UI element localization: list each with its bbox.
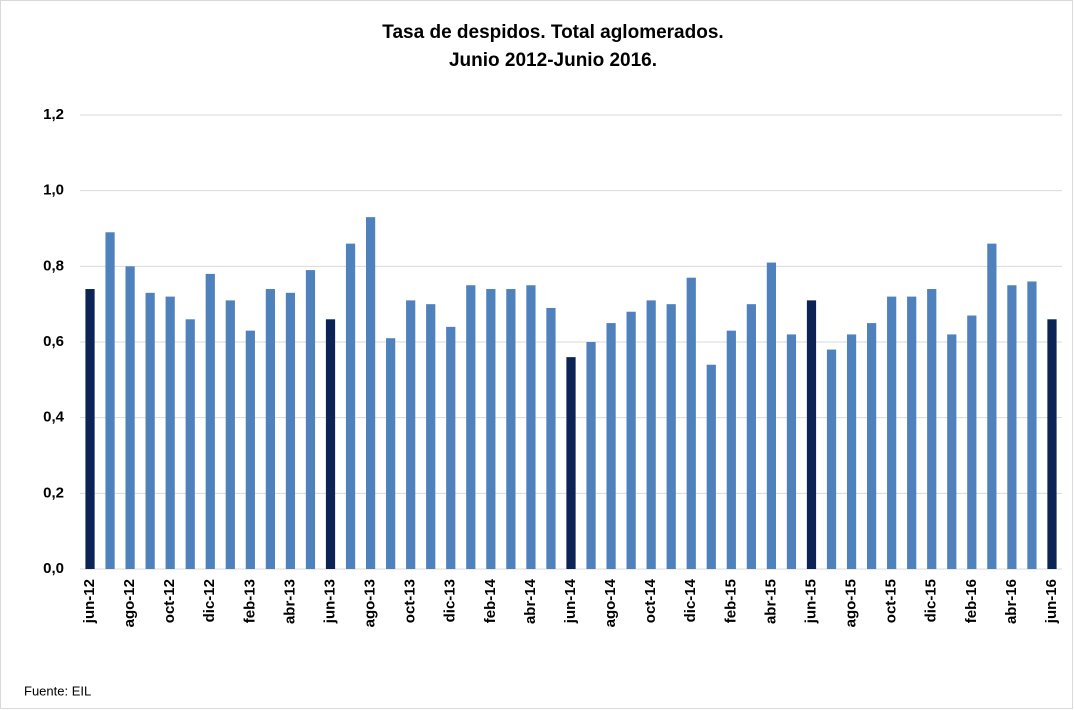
bar xyxy=(1047,319,1057,569)
bar xyxy=(867,323,877,569)
bar xyxy=(406,300,416,569)
bar xyxy=(706,364,716,569)
bar xyxy=(806,300,817,569)
bar xyxy=(927,289,937,569)
bar xyxy=(967,315,977,569)
bar xyxy=(85,289,95,569)
bar xyxy=(285,292,296,569)
bar xyxy=(205,273,215,569)
x-tick-label: ago-12 xyxy=(121,579,138,627)
x-tick-label: abr-16 xyxy=(1003,579,1020,624)
chart-subtitle: Junio 2012-Junio 2016. xyxy=(449,50,657,71)
x-tick-label: feb-16 xyxy=(963,579,980,623)
x-tick-label: abr-15 xyxy=(762,579,779,624)
x-tick-label: dic-14 xyxy=(682,578,699,622)
bar xyxy=(125,266,135,569)
x-tick-label: feb-13 xyxy=(241,579,258,623)
bar xyxy=(506,289,516,569)
y-tick-label: 0,0 xyxy=(43,560,64,577)
bar xyxy=(686,277,696,569)
bar xyxy=(566,357,576,569)
x-tick-label: ago-15 xyxy=(843,579,860,627)
bar xyxy=(105,232,115,570)
y-tick-label: 0,8 xyxy=(43,257,64,274)
x-tick-label: oct-15 xyxy=(883,579,900,623)
bar xyxy=(987,243,997,569)
x-tick-label: abr-14 xyxy=(522,578,539,624)
y-tick-label: 0,2 xyxy=(43,484,64,501)
x-tick-label: dic-12 xyxy=(201,579,218,622)
bar xyxy=(526,285,536,569)
x-tick-label: dic-15 xyxy=(923,579,940,622)
x-tick-label: oct-13 xyxy=(402,579,419,623)
x-tick-label: jun-13 xyxy=(321,579,338,624)
bar xyxy=(145,292,155,569)
bar xyxy=(486,289,496,569)
x-tick-label: abr-13 xyxy=(281,579,298,624)
x-tick-label: jun-14 xyxy=(562,578,579,624)
bar xyxy=(325,319,336,569)
bar xyxy=(305,270,316,569)
chart-title: Tasa de despidos. Total aglomerados. xyxy=(382,22,723,43)
bar xyxy=(626,311,636,569)
bar xyxy=(265,289,275,569)
bar xyxy=(165,296,175,569)
source-note: Fuente: EIL xyxy=(24,683,91,698)
bar xyxy=(786,334,797,569)
bar xyxy=(245,330,255,569)
bar xyxy=(1027,281,1037,569)
y-tick-label: 1,0 xyxy=(43,182,64,199)
bar xyxy=(746,304,756,569)
x-tick-label: jun-12 xyxy=(81,579,98,624)
x-tick-label: oct-12 xyxy=(161,579,178,623)
bar xyxy=(225,300,235,569)
bar xyxy=(386,338,396,569)
bar xyxy=(826,349,837,569)
y-tick-label: 0,4 xyxy=(43,409,65,426)
y-tick-label: 1,2 xyxy=(43,106,64,123)
bar xyxy=(1007,285,1017,569)
bar xyxy=(846,334,857,569)
bar xyxy=(907,296,917,569)
x-tick-label: dic-13 xyxy=(442,579,459,622)
bar xyxy=(606,323,616,569)
bar xyxy=(947,334,957,569)
bar xyxy=(446,326,456,569)
bar xyxy=(185,319,195,569)
x-tick-label: jun-16 xyxy=(1043,579,1060,624)
bar xyxy=(887,296,897,569)
x-tick-label: feb-14 xyxy=(482,578,499,623)
bar xyxy=(666,304,676,569)
x-tick-label: ago-14 xyxy=(602,578,619,627)
x-tick-label: feb-15 xyxy=(722,579,739,623)
bar xyxy=(345,243,356,569)
bar xyxy=(365,217,376,569)
y-tick-label: 0,6 xyxy=(43,333,64,350)
bar xyxy=(646,300,656,569)
x-tick-label: jun-15 xyxy=(802,579,819,624)
bar xyxy=(726,330,736,569)
bar xyxy=(766,262,777,569)
x-tick-label: ago-13 xyxy=(362,579,379,627)
bar xyxy=(586,342,596,569)
x-tick-label: oct-14 xyxy=(642,578,659,623)
bar xyxy=(466,285,476,569)
bar xyxy=(426,304,436,569)
bar xyxy=(546,307,556,569)
